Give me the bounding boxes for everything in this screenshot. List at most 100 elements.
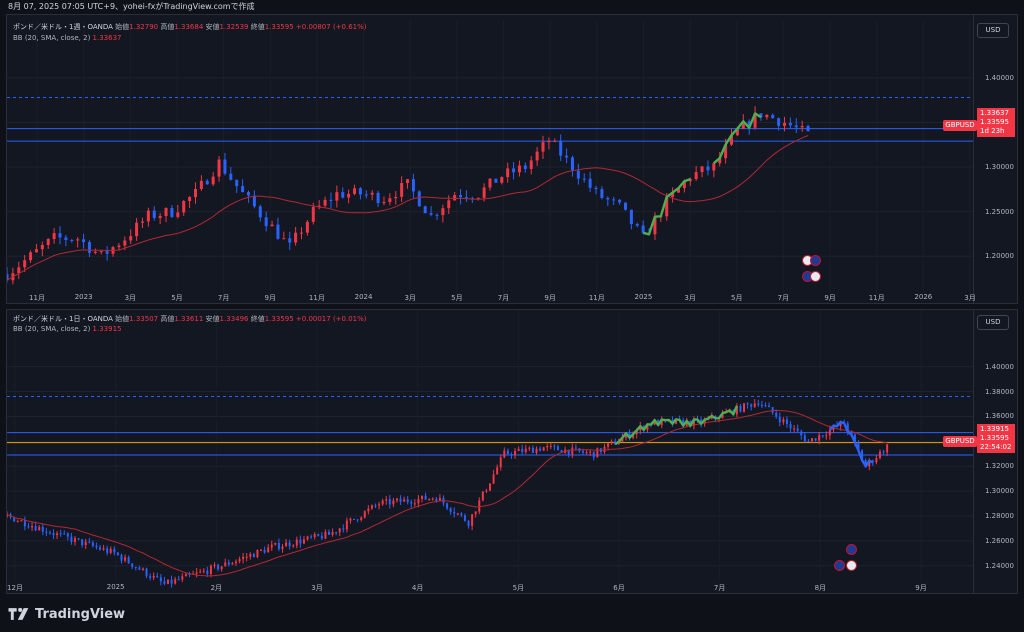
us-flag-event-icon[interactable] [810,271,821,282]
candle [124,557,127,561]
candle [582,451,585,453]
candle [249,554,252,557]
candle [499,457,502,468]
weekly-plot-area[interactable] [7,15,973,303]
candle [875,458,878,463]
time-tick: 5月 [171,294,183,302]
candle [188,574,191,576]
candle [34,249,38,253]
candle [64,237,68,240]
candle [467,520,470,526]
candle [542,447,545,451]
candle [70,239,74,241]
candle [217,159,221,177]
candle [675,419,678,424]
candle [441,208,445,216]
candle [689,420,692,426]
candle [783,122,787,126]
candle [743,403,746,412]
candle [152,210,156,219]
candle [211,176,215,185]
candle [358,188,362,195]
candle [821,435,824,437]
candle [302,539,305,544]
price-tick: 1.40000 [985,362,1014,371]
uk-flag-event-icon[interactable] [834,560,845,571]
candle [356,519,359,521]
time-tick: 6月 [613,584,625,592]
candle [38,526,41,531]
time-tick: 9月 [264,294,276,302]
trend-highlight-line [642,177,691,236]
candle [864,460,867,467]
us-flag-event-icon[interactable] [846,560,857,571]
price-tick: 1.38000 [985,387,1014,396]
weekly-price-scale[interactable] [973,15,1017,303]
candle [134,567,137,569]
candle [529,160,533,169]
time-tick: 7月 [217,294,230,302]
candle [653,420,656,425]
candle [195,572,198,574]
tradingview-branding[interactable]: TradingView [8,604,125,624]
candle [335,192,339,201]
candle [7,514,8,516]
price-tick: 1.40000 [985,73,1014,82]
candle [482,187,486,198]
candle [238,559,241,562]
candle [223,159,227,174]
candle [127,557,130,564]
candle [853,434,856,443]
candle [341,192,345,198]
candle [639,426,642,431]
candle [16,521,19,523]
candle [209,565,212,575]
weekly-bb-price: 1.33637 [980,109,1009,117]
candle [476,197,480,199]
candle [685,420,688,426]
candle [712,163,716,171]
candle [747,121,751,128]
candle [99,251,103,253]
time-tick: 11月 [868,294,885,302]
time-tick: 12月 [7,584,23,592]
weekly-chart-pane[interactable]: ポンド／米ドル・1週・OANDA 始値1.32790 高値1.33684 安値1… [6,14,1018,304]
daily-plot-area[interactable] [7,310,973,593]
candle [565,155,569,158]
candle [424,495,427,500]
candle [500,177,504,183]
candle [93,251,97,253]
snapshot-header-text: 8月 07, 2025 07:05 UTC+9、yohei-fxがTrading… [8,2,255,11]
uk-flag-event-icon[interactable] [846,544,857,555]
candle [58,233,62,238]
candle [624,433,627,438]
candle [260,549,263,551]
candle [399,498,402,502]
candle [213,564,216,566]
candle [775,412,778,417]
candle [63,533,66,535]
weekly-currency-button[interactable]: USD [977,23,1009,38]
candle [370,192,374,195]
candle [224,562,227,567]
candle [700,166,704,173]
daily-currency-button[interactable]: USD [977,315,1009,330]
candle [632,434,635,438]
candle [453,195,457,201]
time-tick: 8月 [814,584,827,592]
daily-chart-pane[interactable]: ポンド／米ドル・1日・OANDA 始値1.33507 高値1.33611 安値1… [6,309,1018,594]
daily-bb-legend[interactable]: BB (20, SMA, close, 2) 1.33915 [13,325,122,333]
candle [353,188,357,194]
weekly-bb-legend[interactable]: BB (20, SMA, close, 2) 1.33637 [13,34,122,42]
candle [66,533,69,537]
candle [488,178,492,188]
candle [95,545,98,548]
candle [703,419,706,424]
daily-price-scale[interactable] [973,310,1017,593]
candle [541,142,545,152]
candle [800,126,804,128]
candle [464,197,468,199]
candle [146,210,150,222]
uk-flag-event-icon[interactable] [810,255,821,266]
candle [176,212,180,217]
